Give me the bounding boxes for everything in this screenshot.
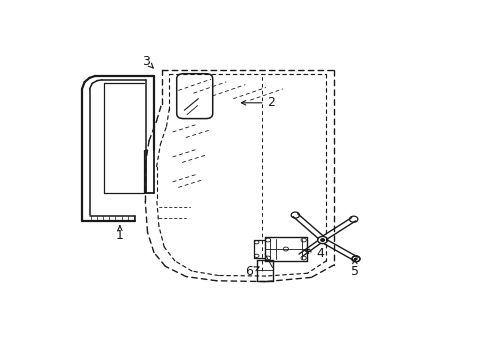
- Text: 2: 2: [241, 96, 275, 109]
- Text: 6: 6: [244, 265, 259, 278]
- Text: 3: 3: [142, 55, 153, 68]
- Circle shape: [354, 258, 356, 260]
- Text: 4: 4: [305, 247, 324, 260]
- Text: 5: 5: [350, 259, 358, 278]
- Circle shape: [320, 239, 324, 242]
- Text: 1: 1: [116, 226, 123, 242]
- FancyBboxPatch shape: [176, 74, 212, 118]
